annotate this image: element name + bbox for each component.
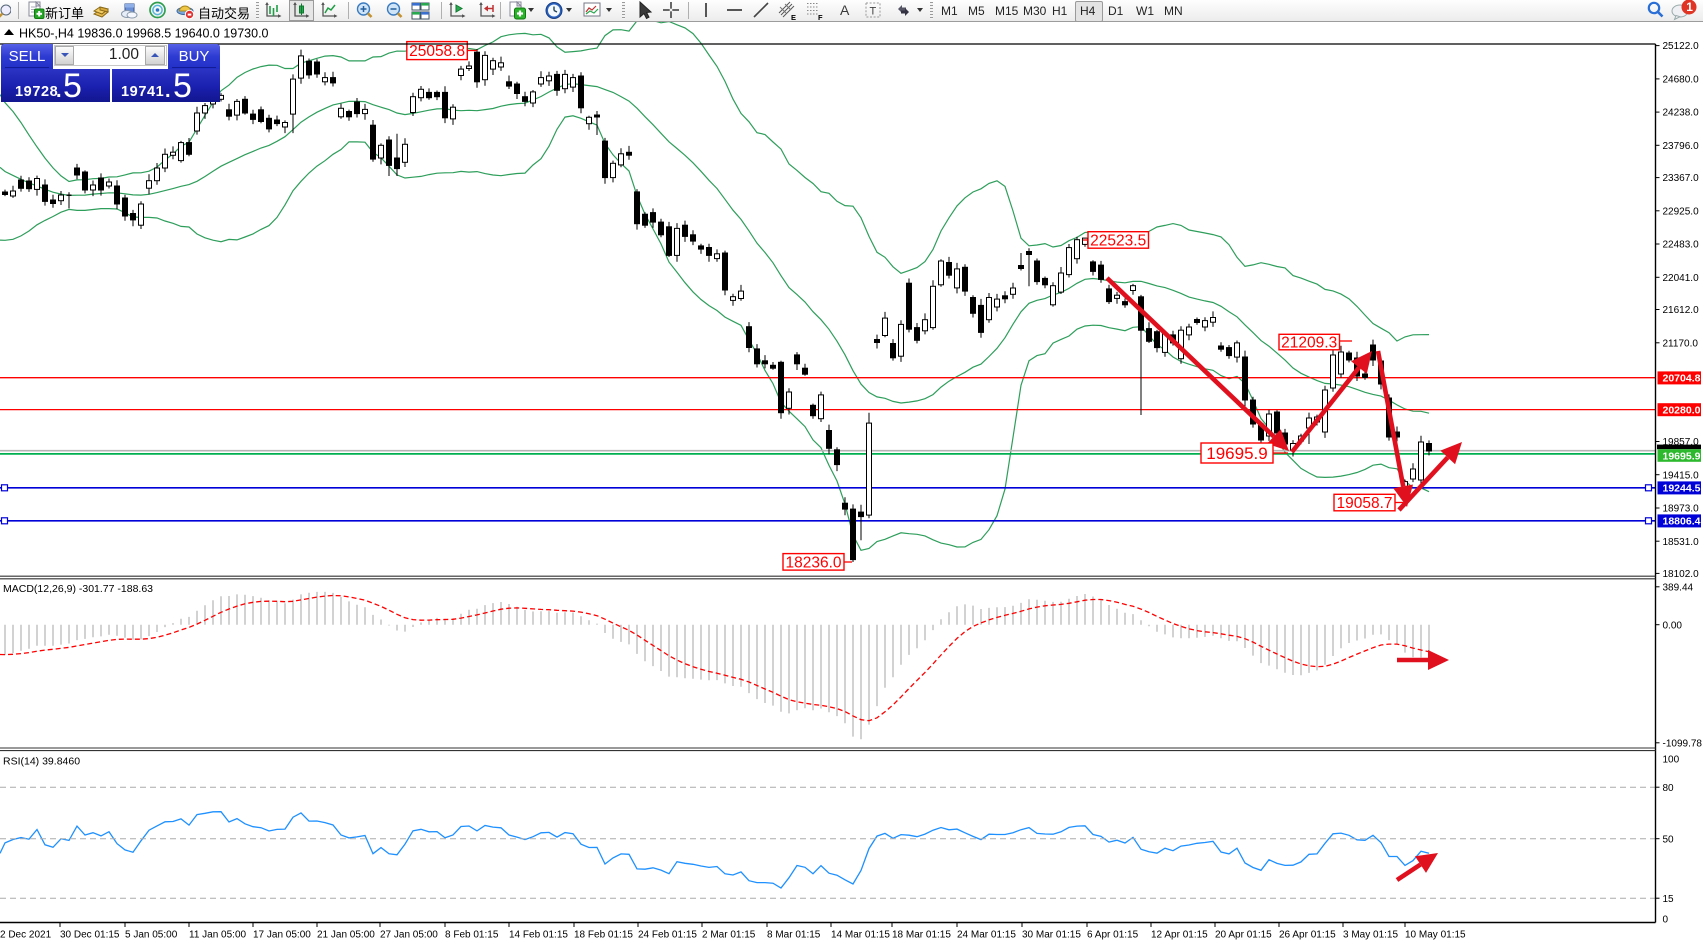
svg-text:21 Jan 05:00: 21 Jan 05:00 xyxy=(317,930,375,941)
svg-text:E: E xyxy=(791,13,796,21)
svg-text:23367.0: 23367.0 xyxy=(1663,173,1700,184)
svg-text:18531.0: 18531.0 xyxy=(1663,537,1700,548)
svg-text:27 Jan 05:00: 27 Jan 05:00 xyxy=(380,930,438,941)
svg-text:3 May 01:15: 3 May 01:15 xyxy=(1343,930,1398,941)
svg-text:11 Jan 05:00: 11 Jan 05:00 xyxy=(189,930,247,941)
svg-text:20280.0: 20280.0 xyxy=(1663,405,1701,417)
svg-text:24 Feb 01:15: 24 Feb 01:15 xyxy=(638,930,697,941)
svg-text:22523.5: 22523.5 xyxy=(1090,233,1146,250)
svg-text:F: F xyxy=(818,13,823,21)
svg-text:25122.0: 25122.0 xyxy=(1663,41,1700,52)
svg-text:20 Apr 01:15: 20 Apr 01:15 xyxy=(1215,930,1272,941)
svg-text:10 May 01:15: 10 May 01:15 xyxy=(1405,930,1466,941)
svg-text:14 Mar 01:15: 14 Mar 01:15 xyxy=(831,930,890,941)
svg-text:18 Feb 01:15: 18 Feb 01:15 xyxy=(574,930,633,941)
svg-text:389.44: 389.44 xyxy=(1663,582,1694,593)
svg-text:30 Dec 01:15: 30 Dec 01:15 xyxy=(60,930,120,941)
svg-text:18 Mar 01:15: 18 Mar 01:15 xyxy=(892,930,951,941)
svg-text:80: 80 xyxy=(1663,783,1675,794)
svg-text:21209.3: 21209.3 xyxy=(1281,335,1337,352)
svg-text:21170.0: 21170.0 xyxy=(1663,338,1699,349)
svg-text:18806.4: 18806.4 xyxy=(1663,516,1701,528)
svg-text:26 Apr 01:15: 26 Apr 01:15 xyxy=(1279,930,1336,941)
svg-text:1: 1 xyxy=(1686,0,1693,14)
svg-text:2 Mar 01:15: 2 Mar 01:15 xyxy=(702,930,756,941)
svg-text:HK50-,H4 19836.0 19968.5 1964: HK50-,H4 19836.0 19968.5 19640.0 19730.0 xyxy=(19,27,269,41)
svg-text:22925.0: 22925.0 xyxy=(1663,206,1700,217)
svg-text:19695.9: 19695.9 xyxy=(1206,444,1267,463)
svg-text:RSI(14) 39.8460: RSI(14) 39.8460 xyxy=(3,756,80,768)
svg-text:14 Feb 01:15: 14 Feb 01:15 xyxy=(509,930,568,941)
svg-text:15: 15 xyxy=(1663,894,1675,905)
svg-text:0: 0 xyxy=(1663,914,1669,925)
svg-text:19695.9: 19695.9 xyxy=(1663,450,1701,462)
svg-text:19857.0: 19857.0 xyxy=(1663,437,1700,448)
svg-text:19058.7: 19058.7 xyxy=(1336,495,1392,512)
svg-text:22041.0: 22041.0 xyxy=(1663,273,1700,284)
svg-text:2 Dec 2021: 2 Dec 2021 xyxy=(0,930,52,941)
svg-text:8 Mar 01:15: 8 Mar 01:15 xyxy=(767,930,821,941)
svg-text:24238.0: 24238.0 xyxy=(1663,108,1700,119)
svg-text:24 Mar 01:15: 24 Mar 01:15 xyxy=(957,930,1016,941)
svg-text:50: 50 xyxy=(1663,834,1675,845)
svg-text:MACD(12,26,9) -301.77 -188.63: MACD(12,26,9) -301.77 -188.63 xyxy=(3,583,153,595)
svg-text:24680.0: 24680.0 xyxy=(1663,75,1700,86)
svg-text:21612.0: 21612.0 xyxy=(1663,305,1700,316)
svg-text:5 Jan 05:00: 5 Jan 05:00 xyxy=(125,930,178,941)
svg-text:19415.0: 19415.0 xyxy=(1663,470,1700,481)
svg-text:18973.0: 18973.0 xyxy=(1663,504,1700,515)
svg-text:6 Apr 01:15: 6 Apr 01:15 xyxy=(1087,930,1139,941)
svg-text:0.00: 0.00 xyxy=(1663,620,1683,631)
svg-text:30 Mar 01:15: 30 Mar 01:15 xyxy=(1022,930,1081,941)
svg-text:-1099.78: -1099.78 xyxy=(1663,738,1703,749)
svg-text:100: 100 xyxy=(1663,754,1680,765)
svg-text:18102.0: 18102.0 xyxy=(1663,569,1700,580)
svg-text:22483.0: 22483.0 xyxy=(1663,240,1700,251)
svg-text:23796.0: 23796.0 xyxy=(1663,141,1700,152)
svg-text:20704.8: 20704.8 xyxy=(1663,373,1701,385)
svg-text:18236.0: 18236.0 xyxy=(785,554,841,571)
svg-text:19244.5: 19244.5 xyxy=(1663,483,1701,495)
svg-text:17 Jan 05:00: 17 Jan 05:00 xyxy=(253,930,311,941)
svg-text:25058.8: 25058.8 xyxy=(409,43,465,60)
svg-text:8 Feb 01:15: 8 Feb 01:15 xyxy=(445,930,499,941)
svg-text:12 Apr 01:15: 12 Apr 01:15 xyxy=(1151,930,1208,941)
svg-text:T: T xyxy=(870,6,877,18)
